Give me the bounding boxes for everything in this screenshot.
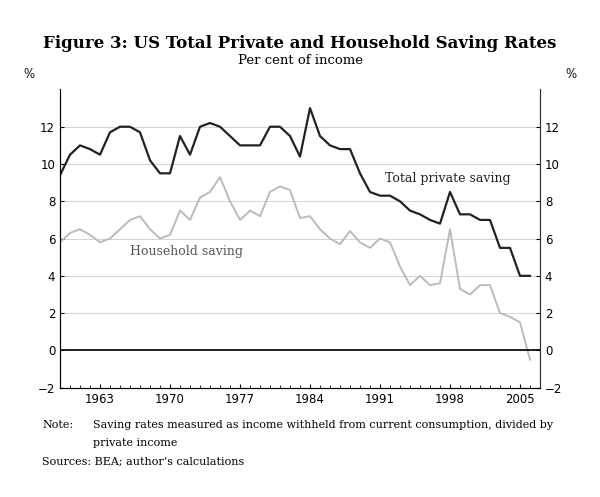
Text: Total private saving: Total private saving <box>385 172 511 185</box>
Text: Sources: BEA; author’s calculations: Sources: BEA; author’s calculations <box>42 457 244 467</box>
Text: Household saving: Household saving <box>130 245 243 258</box>
Text: %: % <box>566 68 577 81</box>
Text: Note:: Note: <box>42 420 73 430</box>
Text: %: % <box>23 68 34 81</box>
Text: Saving rates measured as income withheld from current consumption, divided by: Saving rates measured as income withheld… <box>93 420 553 430</box>
Text: private income: private income <box>93 438 178 448</box>
Text: Per cent of income: Per cent of income <box>238 54 362 67</box>
Text: Figure 3: US Total Private and Household Saving Rates: Figure 3: US Total Private and Household… <box>43 35 557 52</box>
